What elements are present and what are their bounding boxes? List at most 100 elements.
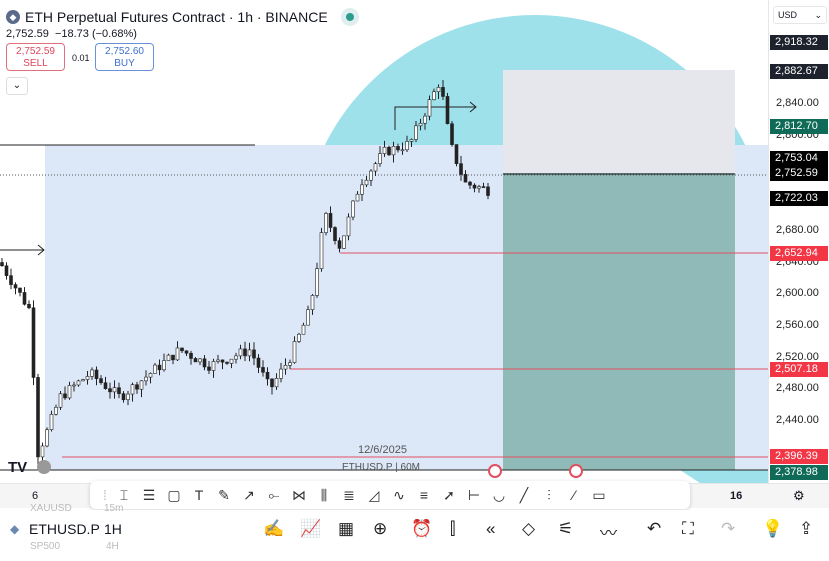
chevron-down-icon: ⌄ — [814, 10, 822, 20]
candle-body — [144, 376, 148, 382]
curve-icon[interactable]: ◡ — [492, 486, 506, 503]
settings-sliders-icon[interactable]: ⚟ — [558, 519, 574, 538]
price-range-icon[interactable]: ⌶ — [119, 486, 129, 503]
collapse-chevron-icon[interactable]: ⌄ — [6, 77, 28, 95]
indicators-icon[interactable]: 📈 — [300, 519, 322, 538]
candle-body — [355, 193, 360, 202]
fib-retracement-icon[interactable]: ≡ — [419, 487, 429, 503]
alarm-icon[interactable]: ⏰ — [411, 519, 433, 538]
price-label: 2,652.94 — [770, 246, 828, 261]
arrow-drawing — [0, 244, 45, 256]
market-status-icon[interactable] — [340, 8, 359, 26]
ideas-icon[interactable]: 〰 — [600, 524, 617, 543]
brush-icon[interactable]: ✎ — [218, 486, 230, 503]
us-flag-event-icon[interactable] — [569, 464, 583, 478]
stop-zone[interactable] — [503, 70, 735, 173]
chart-canvas[interactable]: TV 12/6/2025 ETHUSD.P | 60M — [0, 0, 768, 483]
layouts-icon[interactable]: ▦ — [338, 519, 355, 538]
target-zone[interactable] — [503, 173, 735, 470]
candle-body — [90, 369, 94, 377]
fullscreen-icon[interactable]: ⛶ — [682, 519, 694, 538]
arc-icon[interactable]: ◿ — [368, 486, 380, 503]
candle-body — [171, 354, 175, 361]
buy-button[interactable]: 2,752.60 BUY — [95, 43, 154, 71]
text-icon[interactable]: T — [194, 487, 204, 503]
drawing-pen-icon[interactable]: ✍ — [263, 519, 285, 538]
candle-body — [292, 341, 297, 363]
candle-body — [40, 445, 45, 458]
bars-pattern-icon[interactable]: ⫼ — [320, 486, 328, 503]
candle-body — [175, 347, 180, 361]
candle-body — [378, 153, 382, 164]
candle-body — [486, 186, 490, 196]
arrow-icon[interactable]: ➚ — [443, 486, 455, 503]
undo-icon[interactable]: ↶ — [647, 519, 662, 538]
candle-body — [216, 359, 220, 362]
fib-icon[interactable]: ≣ — [343, 486, 355, 503]
candle-body — [76, 380, 81, 386]
candle-body — [135, 384, 139, 390]
candle-body — [54, 406, 58, 415]
time-tick: 16 — [730, 490, 743, 502]
buy-price: 2,752.60 — [105, 46, 144, 57]
rectangle-icon[interactable]: ▢ — [167, 486, 181, 503]
price-label: 2,396.39 — [770, 449, 828, 464]
candle-type-icon[interactable]: ⫿ — [450, 519, 456, 538]
candle-body — [67, 385, 72, 399]
candlestick-series — [0, 80, 490, 465]
candle-body — [256, 357, 261, 368]
candle-body — [333, 227, 337, 241]
price-tick: 2,520.00 — [776, 350, 819, 363]
price-tick: 2,440.00 — [776, 414, 819, 426]
chart-drawing[interactable] — [0, 0, 768, 483]
price-label: 2,722.03 — [770, 191, 828, 206]
candle-body — [108, 388, 112, 393]
us-flag-event-icon[interactable] — [488, 464, 502, 478]
interval-button[interactable]: 1H — [104, 521, 122, 537]
light-bulb-icon[interactable]: 💡 — [762, 519, 784, 538]
currency-label: USD — [778, 10, 798, 20]
candle-body — [396, 146, 400, 151]
add-icon[interactable]: ⊕ — [373, 519, 388, 538]
share-icon[interactable]: ⇪ — [799, 519, 814, 538]
horizontal-ray-icon[interactable]: ⟜ — [268, 486, 280, 503]
layers-icon[interactable]: ◇ — [522, 519, 536, 538]
price-tick: 2,840.00 — [776, 97, 819, 109]
candle-body — [36, 377, 40, 458]
sell-button[interactable]: 2,752.59 SELL — [6, 43, 65, 71]
price-tick: 2,680.00 — [776, 223, 819, 236]
candle-body — [468, 181, 472, 186]
candle-body — [130, 384, 135, 395]
polyline-icon[interactable]: ∿ — [393, 486, 405, 503]
replay-icon[interactable]: « — [486, 519, 496, 538]
callout-icon[interactable]: ▭ — [592, 486, 606, 503]
candle-body — [477, 186, 481, 189]
candle-body — [202, 358, 207, 368]
path-icon[interactable]: ↗ — [243, 486, 255, 503]
candle-body — [63, 393, 67, 399]
symbol-button[interactable]: ETHUSD.P — [29, 521, 100, 537]
date-range-icon[interactable]: ⊢ — [467, 486, 481, 503]
time-marker — [37, 460, 51, 474]
ghost-interval: 15m — [104, 503, 124, 514]
trend-line-icon[interactable]: ╱ — [519, 486, 529, 503]
currency-select[interactable]: USD ⌄ — [773, 6, 827, 24]
candle-body — [472, 184, 477, 189]
redo-icon[interactable]: ↷ — [721, 519, 736, 538]
pattern-icon[interactable]: ⋈ — [292, 486, 306, 503]
settings-icon[interactable]: ⚙ — [793, 488, 805, 503]
candle-body — [306, 309, 310, 326]
drag-handle-icon[interactable]: ⁞ — [103, 487, 107, 503]
forecast-icon[interactable]: ⫶ — [547, 486, 551, 503]
price-axis[interactable]: USD ⌄ 2,840.00 2,800.00 2,680.00 2,640.00 2,6… — [768, 0, 829, 483]
symbol-header: ◆ ETH Perpetual Futures Contract · 1h · … — [6, 8, 359, 26]
price-label: 2,918.32 — [770, 35, 828, 50]
candle-body — [112, 387, 117, 393]
candle-body — [432, 91, 436, 101]
candle-body — [481, 186, 486, 188]
candle-body — [166, 354, 171, 361]
ray-icon[interactable]: ⁄ — [572, 487, 576, 503]
price-tick: 2,560.00 — [776, 318, 819, 331]
parallel-channel-icon[interactable]: ☰ — [142, 486, 156, 503]
candle-body — [243, 348, 247, 357]
